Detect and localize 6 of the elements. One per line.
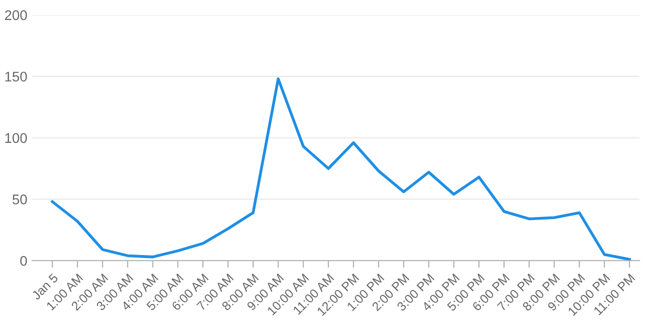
y-tick-label: 200 — [4, 10, 27, 20]
y-tick-label: 0 — [20, 256, 27, 266]
line-series — [50, 77, 631, 261]
y-tick-label: 150 — [5, 72, 27, 82]
y-tick-label: 50 — [12, 194, 27, 204]
y-tick-label: 100 — [5, 133, 27, 143]
